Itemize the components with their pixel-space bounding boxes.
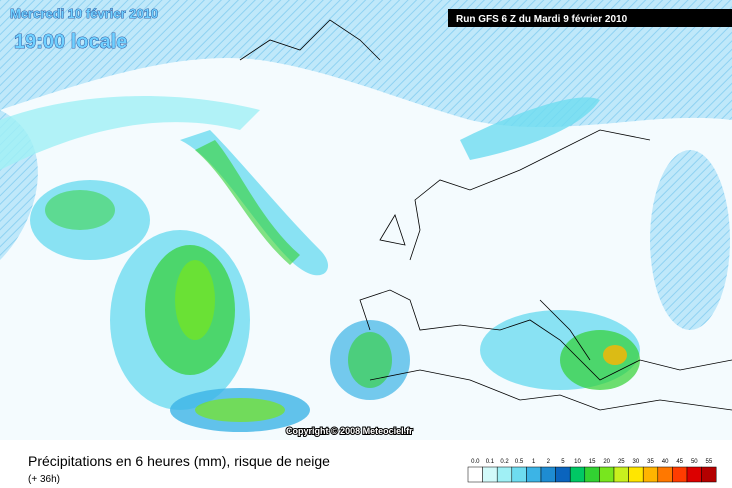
legend-title: Précipitations en 6 heures (mm), risque …: [28, 453, 330, 469]
legend-tick-label: 0.5: [515, 459, 524, 465]
legend-swatch: [526, 466, 542, 483]
legend-swatch: [482, 466, 498, 483]
legend-tick-label: 40: [662, 459, 669, 465]
legend-swatch: [599, 466, 615, 483]
legend-tick-label: 30: [633, 459, 640, 465]
legend-tick-label: 20: [603, 459, 610, 465]
legend-swatch: [657, 466, 673, 483]
legend-swatch: [701, 466, 717, 483]
legend-swatch: [555, 466, 571, 483]
legend-swatch: [642, 466, 659, 483]
legend-tick-label: 35: [647, 459, 654, 465]
legend-tick-label: 5: [561, 459, 565, 465]
map-date: Mercredi 10 février 2010: [10, 6, 158, 21]
legend-tick-label: 0.0: [471, 459, 480, 465]
legend-swatch: [584, 466, 600, 483]
map-time: 19:00 locale: [14, 31, 127, 53]
legend-lead: (+ 36h): [28, 474, 60, 485]
legend-swatch: [540, 466, 556, 483]
legend-tick-label: 25: [618, 459, 625, 465]
run-info: Run GFS 6 Z du Mardi 9 février 2010: [456, 14, 628, 25]
legend-tick-label: 1: [532, 459, 536, 465]
legend-swatch: [686, 466, 702, 483]
legend-swatch: [496, 466, 513, 483]
legend-tick-label: 45: [676, 459, 683, 465]
legend-tick-label: 0.2: [500, 459, 509, 465]
copyright: Copyright © 2008 Meteociel.fr: [286, 426, 413, 436]
legend-swatch: [467, 466, 483, 483]
legend-swatch: [628, 466, 644, 483]
colorbar: 0.0 0.1 0.2 0.5 1 2 5 10 15 20 25 30 35 40 45 50 55: [467, 459, 717, 483]
legend-tick-label: 2: [547, 459, 551, 465]
legend-swatch: [672, 466, 688, 483]
legend-tick-label: 15: [589, 459, 596, 465]
legend-tick-label: 10: [574, 459, 581, 465]
legend-swatch: [569, 466, 586, 483]
map-area: Mercredi 10 février 2010 19:00 locale Ru…: [0, 0, 732, 440]
legend-swatch: [511, 466, 527, 483]
legend-tick-label: 50: [691, 459, 698, 465]
legend-swatch: [613, 466, 629, 483]
legend-tick-label: 55: [706, 459, 713, 465]
legend-tick-label: 0.1: [486, 459, 495, 465]
